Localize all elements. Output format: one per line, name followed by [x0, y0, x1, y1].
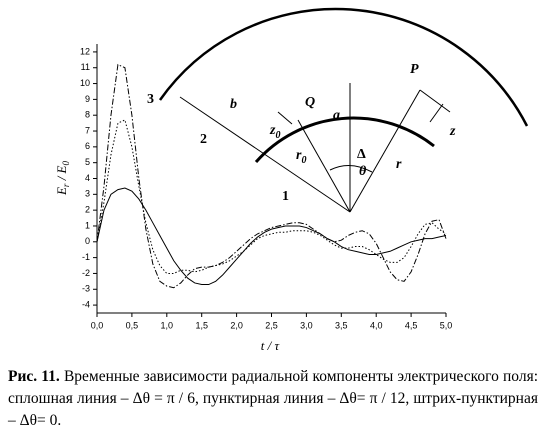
label-part: 0 [61, 160, 71, 165]
label: r [396, 157, 402, 172]
caption-text: Временные зависимости радиальной компоне… [8, 368, 539, 429]
y-tick-label: 6 [85, 141, 90, 151]
x-tick-label: 2,5 [265, 320, 278, 330]
label: z0 [269, 123, 280, 141]
line-z [419, 89, 451, 113]
y-tick-label: 0 [85, 236, 90, 246]
x-tick-label: 4,0 [370, 320, 383, 330]
y-tick-label: -2 [82, 268, 90, 278]
x-tick-label: 1,5 [195, 320, 208, 330]
y-tick-label: 3 [85, 189, 90, 199]
line-b [179, 96, 351, 213]
x-tick-label: 0,0 [91, 320, 104, 330]
label-part: / [54, 173, 69, 183]
series-line [96, 187, 447, 286]
y-tick-label: -1 [82, 252, 90, 262]
arrow-z0 [277, 111, 293, 125]
x-tick-label: 3,0 [300, 320, 313, 330]
inset-labels: 3 b 2 Q z0 a r0 Δ θ P r z 1 [147, 62, 456, 204]
inset-diagram [158, 7, 529, 213]
y-tick-label: 11 [81, 62, 90, 72]
label: P [410, 62, 419, 77]
line-r0 [297, 119, 351, 213]
caption: Рис. 11. Временные зависимости радиально… [8, 366, 538, 432]
x-tick-label: 2,0 [230, 320, 243, 330]
label-part: z [269, 123, 276, 138]
y-tick-label: 1 [85, 220, 90, 230]
label: b [230, 97, 237, 112]
label: a [333, 108, 340, 123]
label: 3 [147, 92, 154, 107]
label: Δ [357, 147, 366, 162]
x-axis-label: t / τ [261, 338, 281, 353]
label: θ [359, 164, 367, 179]
label: 1 [282, 189, 289, 204]
inner-arc [254, 116, 435, 163]
label: 2 [200, 132, 207, 147]
series-line [96, 119, 447, 274]
y-tick-label: 7 [85, 125, 90, 135]
y-tick-label: 4 [85, 173, 90, 183]
y-tick-label: 5 [85, 157, 90, 167]
arrow-z [429, 103, 444, 123]
x-tick-label: 5,0 [440, 320, 453, 330]
label-part: t [261, 338, 265, 353]
outer-arc [158, 7, 529, 127]
label: z [449, 124, 456, 139]
label-part: / [264, 338, 274, 353]
y-tick-label: 10 [80, 78, 90, 88]
caption-label: Рис. 11. [8, 368, 60, 385]
angle-arc [329, 165, 373, 173]
label: Q [305, 95, 315, 110]
y-tick-label: 8 [85, 110, 90, 120]
line-r [349, 89, 421, 213]
x-tick-label: 3,5 [335, 320, 348, 330]
y-tick-label: -4 [82, 299, 90, 309]
y-axis-label: Er / E0 [54, 160, 71, 196]
chart: 3 b 2 Q z0 a r0 Δ θ P r z 1 t / τ Er / E… [54, 7, 529, 353]
label-part: E [54, 187, 69, 196]
y-tick-label: 9 [85, 94, 90, 104]
label-part: r [296, 148, 302, 163]
label-part: 0 [275, 130, 280, 141]
y-tick-label: 12 [80, 46, 90, 56]
label: r0 [296, 148, 306, 166]
label-part: 0 [301, 155, 306, 166]
x-tick-label: 0,5 [126, 320, 139, 330]
label-part: r [61, 183, 71, 187]
y-tick-label: -3 [82, 284, 90, 294]
series-line [96, 63, 447, 289]
x-tick-label: 4,5 [405, 320, 418, 330]
label-part: E [54, 165, 69, 174]
label-part: τ [275, 338, 281, 353]
x-tick-label: 1,0 [161, 320, 174, 330]
y-tick-label: 2 [85, 205, 90, 215]
